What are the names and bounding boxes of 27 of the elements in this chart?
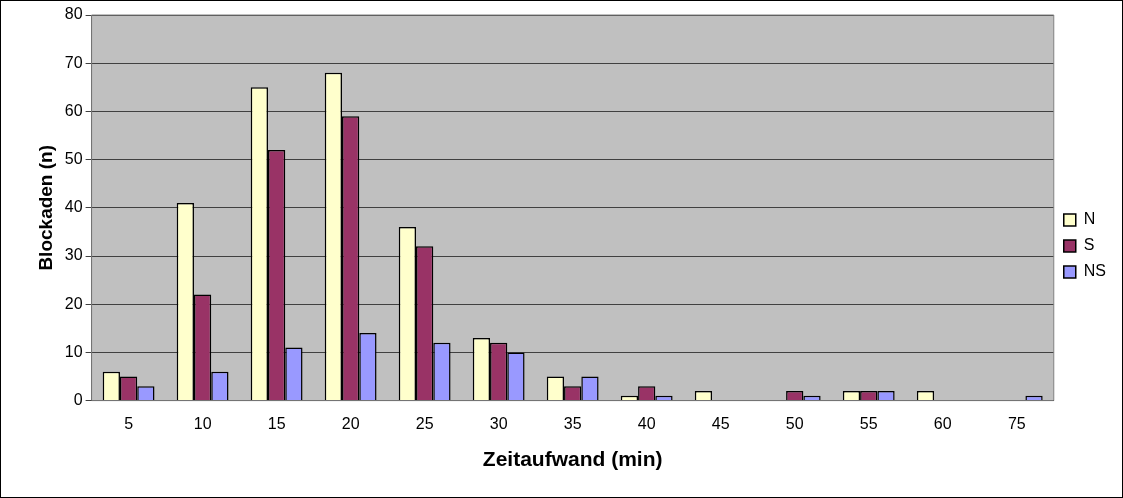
x-tick-label: 25 xyxy=(415,414,434,432)
x-tick-label: 75 xyxy=(1007,414,1026,432)
x-tick-label: 20 xyxy=(341,414,360,432)
legend-label: S xyxy=(1083,236,1095,254)
x-tick-label: 60 xyxy=(933,414,952,432)
x-tick-label: 5 xyxy=(124,414,134,432)
y-axis-title: Blockaden (n) xyxy=(34,144,56,271)
legend-label: NS xyxy=(1083,262,1107,280)
legend-label: N xyxy=(1083,210,1096,228)
y-tick-label: 30 xyxy=(64,246,83,264)
x-tick-label: 30 xyxy=(489,414,508,432)
y-tick-label: 0 xyxy=(73,391,83,409)
x-tick-label: 55 xyxy=(859,414,878,432)
y-tick-label: 10 xyxy=(64,342,83,360)
x-tick-label: 10 xyxy=(193,414,212,432)
x-tick-label: 35 xyxy=(563,414,582,432)
x-tick-label: 45 xyxy=(711,414,730,432)
y-tick-label: 70 xyxy=(64,53,83,71)
y-tick-label: 20 xyxy=(64,294,83,312)
x-axis-title: Zeitaufwand (min) xyxy=(482,447,663,471)
y-tick-label: 60 xyxy=(64,101,83,119)
y-tick-label: 80 xyxy=(64,5,83,23)
x-tick-label: 40 xyxy=(637,414,656,432)
y-tick-label: 40 xyxy=(64,198,83,216)
y-tick-label: 50 xyxy=(64,150,83,168)
x-tick-label: 50 xyxy=(785,414,804,432)
x-tick-label: 15 xyxy=(267,414,286,432)
